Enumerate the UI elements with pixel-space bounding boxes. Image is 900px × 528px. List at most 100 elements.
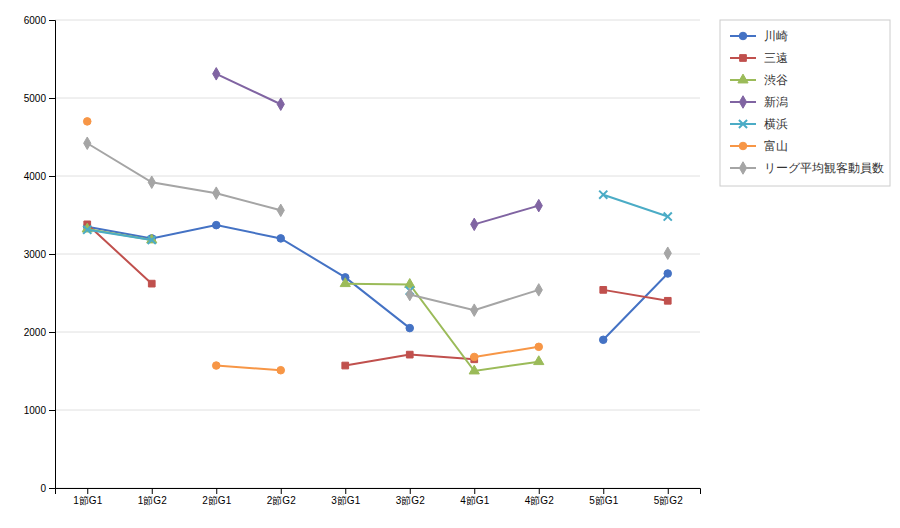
tick-label: 5000	[24, 93, 47, 104]
series	[83, 118, 542, 374]
grid-line	[55, 254, 700, 255]
chart: 01000200030004000500060001節G11節G22節G12節G…	[0, 0, 900, 528]
tick: 3節G2	[396, 488, 425, 506]
tick-mark	[87, 488, 88, 494]
tick-mark	[345, 488, 346, 494]
series	[83, 191, 672, 295]
tick-mark	[49, 488, 55, 489]
point	[471, 304, 478, 316]
tick-mark	[49, 332, 55, 333]
tick-label: 1節G1	[73, 495, 102, 506]
point	[212, 221, 220, 229]
tick-mark	[603, 488, 604, 494]
tick-label: 5節G2	[654, 495, 683, 506]
point	[213, 187, 220, 199]
point	[277, 204, 284, 216]
tick-mark	[49, 254, 55, 255]
tick-label: 3000	[24, 249, 47, 260]
tick: 2節G2	[267, 488, 296, 506]
tick-label: 4節G1	[460, 495, 489, 506]
tick: 4節G1	[460, 488, 489, 506]
legend-marker	[739, 162, 746, 174]
point	[664, 270, 672, 278]
point	[148, 236, 156, 244]
point	[148, 176, 155, 188]
point	[213, 68, 220, 80]
tick-label: 3節G1	[331, 495, 360, 506]
legend: 川崎三遠渋谷新潟横浜富山リーグ平均観客動員数	[720, 20, 890, 186]
series	[84, 137, 672, 316]
legend-label: 三遠	[764, 51, 788, 65]
tick: 5節G1	[589, 488, 618, 506]
tick-label: 2000	[24, 327, 47, 338]
tick-label: 1節G2	[138, 495, 167, 506]
legend-marker	[739, 32, 747, 40]
point	[83, 118, 91, 126]
grid-line	[55, 332, 700, 333]
grid	[55, 20, 700, 488]
legend-frame	[720, 20, 890, 186]
tick: 4節G2	[525, 488, 554, 506]
grid-line	[55, 98, 700, 99]
point	[469, 365, 479, 374]
tick: 2節G1	[202, 488, 231, 506]
tick-mark	[49, 176, 55, 177]
legend-label: 富山	[764, 139, 788, 153]
legend-marker	[739, 96, 746, 108]
series-line	[216, 74, 539, 225]
series-line	[87, 195, 668, 291]
point	[406, 288, 413, 300]
point	[405, 279, 415, 288]
tick: 1000	[24, 405, 55, 416]
legend-label: 新潟	[764, 95, 788, 109]
y-axis: 0100020003000400050006000	[24, 15, 56, 494]
point	[342, 362, 349, 369]
tick-mark	[668, 488, 669, 494]
tick: 3節G1	[331, 488, 360, 506]
legend-marker	[739, 142, 747, 150]
point	[535, 343, 543, 351]
legend-item: 川崎	[730, 29, 788, 43]
tick-label: 3節G2	[396, 495, 425, 506]
point	[600, 287, 607, 294]
grid-line	[55, 20, 700, 21]
tick: 1節G2	[138, 488, 167, 506]
tick: 2000	[24, 327, 55, 338]
tick-label: 5節G1	[589, 495, 618, 506]
point	[277, 235, 285, 243]
tick: 5節G2	[654, 488, 683, 506]
tick-mark	[474, 488, 475, 494]
tick-label: 1000	[24, 405, 47, 416]
point	[534, 356, 544, 365]
point	[83, 226, 91, 234]
point	[535, 284, 542, 296]
legend-label: 横浜	[764, 117, 788, 131]
legend-item: 渋谷	[730, 73, 788, 87]
tick-mark	[281, 488, 282, 494]
tick-label: 2節G2	[267, 495, 296, 506]
tick-mark	[539, 488, 540, 494]
point	[471, 218, 478, 230]
series	[84, 221, 671, 369]
legend-item: リーグ平均観客動員数	[730, 161, 884, 175]
tick-mark	[49, 20, 55, 21]
tick-mark	[49, 98, 55, 99]
legend-marker	[740, 55, 747, 62]
point	[470, 353, 478, 361]
grid-line	[55, 410, 700, 411]
point	[599, 191, 607, 199]
axis-domain	[49, 21, 56, 489]
point	[406, 351, 413, 358]
tick-label: 0	[40, 483, 46, 494]
point	[599, 336, 607, 344]
point	[277, 366, 285, 374]
point	[340, 278, 350, 287]
legend-label: リーグ平均観客動員数	[764, 161, 884, 175]
series	[82, 223, 544, 374]
series	[83, 221, 671, 343]
tick-label: 4節G2	[525, 495, 554, 506]
tick-mark	[49, 410, 55, 411]
axis-domain	[56, 489, 701, 495]
tick: 3000	[24, 249, 55, 260]
legend-label: 渋谷	[764, 73, 788, 87]
